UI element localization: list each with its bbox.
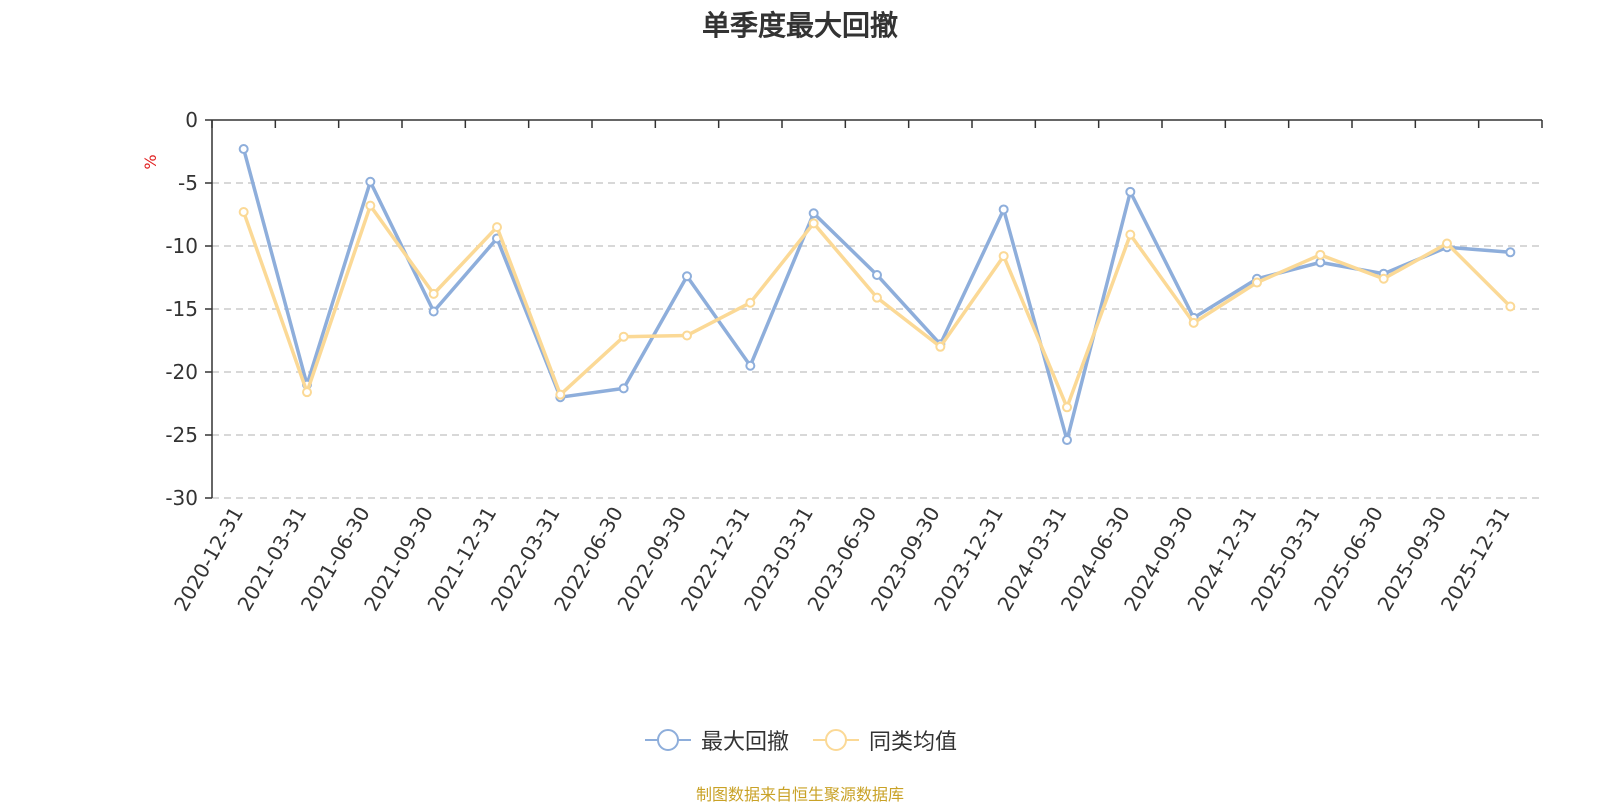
data-point bbox=[1315, 249, 1326, 260]
series-line bbox=[242, 203, 1512, 410]
y-tick-label: -30 bbox=[165, 486, 198, 510]
y-tick-label: 0 bbox=[185, 108, 198, 132]
data-point bbox=[428, 288, 439, 299]
data-point bbox=[1442, 238, 1452, 249]
y-tick-label: -25 bbox=[165, 423, 198, 447]
data-point bbox=[365, 176, 376, 187]
y-tick-label: -15 bbox=[165, 297, 198, 321]
legend: 最大回撤 同类均值 bbox=[0, 724, 1600, 756]
data-point bbox=[935, 341, 946, 352]
data-point bbox=[1505, 301, 1516, 312]
y-tick-label: -10 bbox=[165, 234, 198, 258]
data-point bbox=[618, 331, 629, 342]
data-point bbox=[555, 389, 566, 400]
data-point bbox=[872, 292, 882, 303]
legend-marker-icon bbox=[813, 729, 859, 751]
legend-label: 最大回撤 bbox=[700, 730, 789, 755]
y-tick-label: -5 bbox=[178, 171, 198, 195]
data-point bbox=[872, 269, 882, 280]
data-point bbox=[1062, 435, 1072, 446]
grid-lines bbox=[212, 182, 1542, 499]
data-point bbox=[302, 387, 312, 398]
axes bbox=[205, 119, 1543, 499]
data-point bbox=[998, 204, 1009, 215]
data-point bbox=[1378, 273, 1389, 284]
data-point bbox=[998, 251, 1009, 262]
data-point bbox=[1252, 277, 1262, 288]
data-point bbox=[808, 208, 819, 219]
data-point bbox=[1125, 186, 1136, 197]
y-axis-unit-label: % bbox=[141, 154, 160, 169]
legend-item-2[interactable]: 同类均值 bbox=[811, 724, 957, 756]
data-point bbox=[1188, 317, 1199, 328]
data-point bbox=[682, 271, 692, 282]
chart-title: 单季度最大回撤 bbox=[701, 9, 898, 42]
y-tick-label: -20 bbox=[165, 360, 198, 384]
data-point bbox=[365, 200, 376, 211]
data-point bbox=[428, 306, 439, 317]
data-point bbox=[1505, 247, 1516, 258]
legend-label: 同类均值 bbox=[869, 730, 958, 755]
data-point bbox=[1125, 229, 1136, 240]
data-point bbox=[238, 206, 249, 217]
series-lines bbox=[238, 143, 1516, 446]
data-point bbox=[238, 143, 249, 154]
data-point bbox=[808, 218, 819, 229]
data-point bbox=[1062, 402, 1072, 413]
data-point bbox=[745, 360, 756, 371]
data-point bbox=[745, 297, 756, 308]
data-point bbox=[618, 383, 629, 394]
series-2 bbox=[238, 200, 1516, 413]
source-note: 制图数据来自恒生聚源数据库 bbox=[695, 785, 904, 804]
legend-marker-icon bbox=[644, 729, 691, 751]
data-point bbox=[492, 222, 502, 233]
legend-item-1[interactable]: 最大回撤 bbox=[643, 724, 789, 756]
data-point bbox=[682, 330, 692, 341]
